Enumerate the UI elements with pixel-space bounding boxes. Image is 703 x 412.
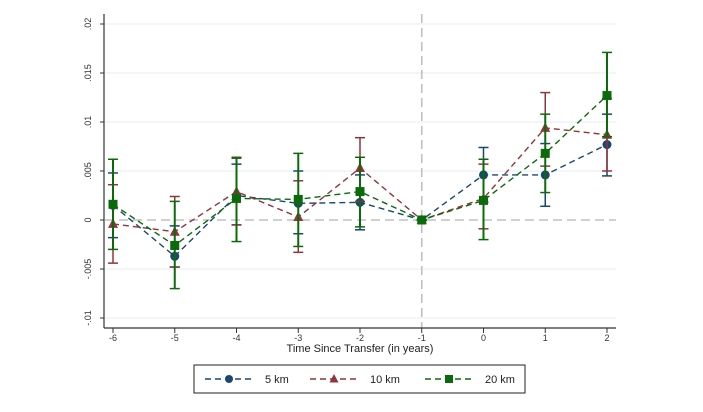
marker-square [108,199,118,209]
x-axis-title: Time Since Transfer (in years) [287,343,434,355]
y-tick-label: .01 [83,116,93,129]
y-tick-label: .005 [83,162,93,180]
y-tick-label: -.005 [83,259,93,280]
y-tick-label: -.01 [83,310,93,326]
marker-triangle [329,374,339,383]
marker-square [479,195,488,205]
legend: 5 km 10 km 20 km [193,364,526,394]
x-tick-label: -5 [171,333,179,343]
marker-square [602,91,612,101]
marker-square [232,193,241,203]
marker-circle [225,375,233,383]
x-ticks: -6 -5 -4 -3 -2 -1 0 1 2 [109,328,610,343]
x-tick-label: -4 [232,333,240,343]
x-tick-label: -1 [418,333,426,343]
y-tick-label: .02 [83,18,93,31]
legend-box [193,364,526,394]
x-tick-label: -2 [356,333,364,343]
legend-label: 10 km [370,374,400,386]
x-tick-label: -3 [294,333,302,343]
marker-square [170,240,180,250]
legend-label: 5 km [265,374,289,386]
y-tick-label: 0 [83,217,93,222]
x-tick-label: 2 [604,333,609,343]
y-ticks: -.01 -.005 0 .005 .01 .015 .02 [83,18,104,326]
x-tick-label: 0 [481,333,486,343]
series-layer [108,51,612,290]
marker-square [355,187,365,197]
marker-square [445,375,453,383]
x-tick-label: 1 [543,333,548,343]
marker-square [293,194,303,204]
y-tick-label: .015 [83,64,93,82]
marker-square [417,215,427,225]
marker-square [540,148,550,158]
x-tick-label: -6 [109,333,117,343]
series-20-km [108,51,612,290]
legend-label: 20 km [485,374,515,386]
